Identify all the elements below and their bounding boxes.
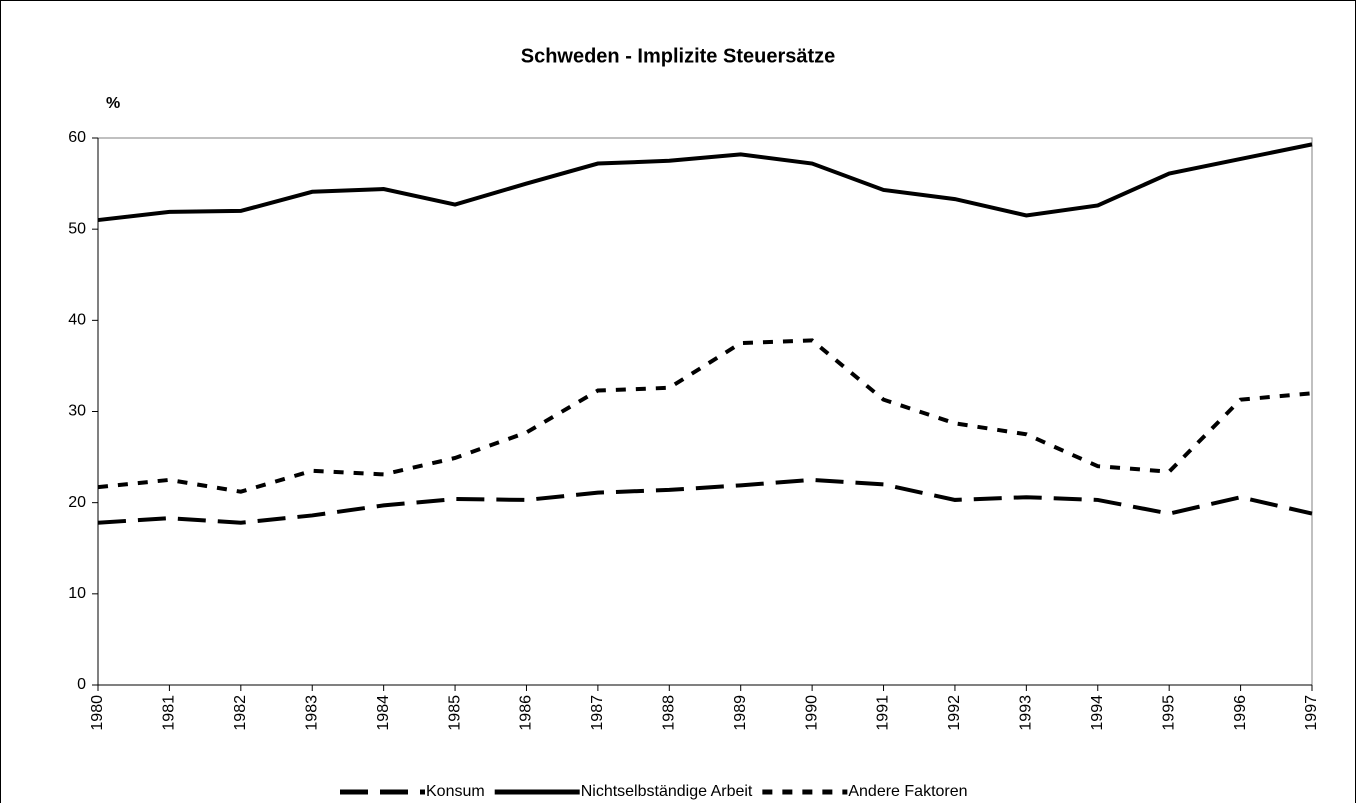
x-tick-label: 1993 (1018, 695, 1035, 731)
x-tick-label: 1997 (1303, 695, 1320, 731)
y-tick-label: 20 (68, 494, 86, 511)
x-tick-label: 1989 (732, 695, 749, 731)
x-tick-label: 1981 (161, 695, 178, 731)
line-series (97, 142, 1313, 223)
x-tick-label: 1984 (375, 695, 392, 731)
y-tick-label: 10 (68, 585, 86, 602)
y-tick-label: 30 (68, 403, 86, 420)
x-tick-label: 1985 (446, 695, 463, 731)
x-tick-label: 1994 (1089, 695, 1106, 731)
legend-label: Andere Faktoren (848, 783, 967, 800)
legend-label: Konsum (426, 783, 485, 800)
x-tick-label: 1990 (803, 695, 820, 731)
x-tick-label: 1982 (232, 695, 249, 731)
x-tick-label: 1995 (1160, 695, 1177, 731)
x-tick-label: 1987 (589, 695, 606, 731)
y-axis-label: % (106, 95, 120, 112)
x-tick-label: 1996 (1232, 695, 1249, 731)
x-tick-label: 1980 (89, 695, 106, 731)
y-tick-label: 40 (68, 312, 86, 329)
x-tick-label: 1992 (946, 695, 963, 731)
y-tick-label: 0 (77, 676, 86, 693)
chart-title: Schweden - Implizite Steuersätze (521, 45, 836, 67)
x-tick-label: 1991 (875, 695, 892, 731)
x-tick-label: 1988 (661, 695, 678, 731)
line-series (97, 338, 1313, 494)
y-tick-label: 60 (68, 129, 86, 146)
x-tick-label: 1986 (518, 695, 535, 731)
line-series (97, 477, 1313, 525)
y-tick-label: 50 (68, 220, 86, 237)
legend-label: Nichtselbständige Arbeit (581, 783, 753, 800)
x-tick-label: 1983 (303, 695, 320, 731)
